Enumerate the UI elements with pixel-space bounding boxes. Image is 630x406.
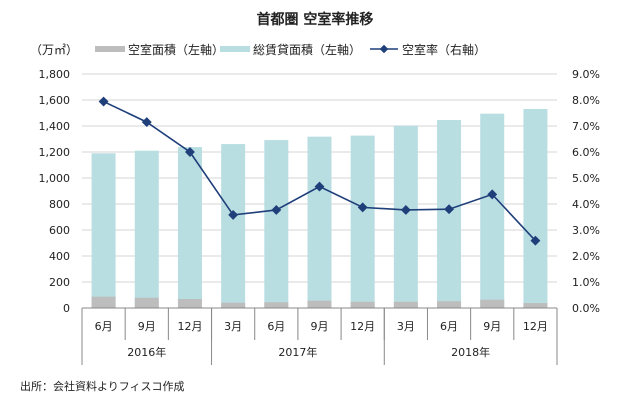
left-tick-label: 600 <box>49 224 70 237</box>
left-tick-label: 400 <box>49 250 70 263</box>
vacancy-rate-point <box>444 204 454 215</box>
bar-total-area <box>264 140 289 308</box>
right-tick-label: 4.0% <box>572 198 600 211</box>
bar-total-area <box>91 153 116 308</box>
chart-title: 首都圏 空室率推移 <box>257 11 374 28</box>
legend-swatch-vacant-area <box>95 46 125 52</box>
x-tick-label: 9月 <box>311 320 329 333</box>
year-label: 2016年 <box>127 345 166 359</box>
bar-vacant-area <box>134 297 159 308</box>
right-tick-label: 0.0% <box>572 302 600 315</box>
left-tick-label: 1,800 <box>39 68 71 81</box>
vacancy-rate-point <box>357 202 368 213</box>
vacancy-rate-point <box>530 235 541 246</box>
left-tick-label: 1,200 <box>39 146 71 159</box>
right-tick-label: 9.0% <box>572 68 600 81</box>
bar-vacant-area <box>480 299 505 308</box>
vacancy-rate-point <box>314 181 325 192</box>
vacancy-rate-point <box>271 205 282 215</box>
right-tick-label: 1.0% <box>572 276 600 289</box>
x-tick-label: 6月 <box>267 320 285 333</box>
bar-total-area <box>221 144 246 308</box>
bar-vacant-area <box>91 296 116 308</box>
right-tick-label: 6.0% <box>572 146 600 159</box>
source-note: 出所：会社資料よりフィスコ作成 <box>20 379 185 393</box>
bar-total-area <box>177 147 202 308</box>
left-tick-label: 200 <box>49 276 70 289</box>
x-tick-label: 12月 <box>523 320 548 333</box>
legend-marker-vacancy-rate <box>379 44 389 54</box>
legend-label-vacant-area: 空室面積（左軸） <box>128 42 224 57</box>
bar-vacant-area <box>221 302 246 308</box>
year-label: 2018年 <box>451 345 490 359</box>
x-tick-label: 9月 <box>483 320 501 333</box>
x-tick-label: 12月 <box>350 320 375 333</box>
right-tick-label: 7.0% <box>572 120 600 133</box>
bar-vacant-area <box>437 301 462 308</box>
left-axis-unit: （万㎡） <box>30 43 78 57</box>
vacancy-rate-point <box>98 96 109 107</box>
bar-vacant-area <box>307 300 332 308</box>
bar-total-area <box>134 150 159 308</box>
bar-vacant-area <box>523 303 548 308</box>
right-tick-label: 5.0% <box>572 172 600 185</box>
bar-vacant-area <box>393 301 418 308</box>
legend-label-vacancy-rate: 空室率（右軸） <box>402 42 486 57</box>
left-tick-label: 800 <box>49 198 70 211</box>
year-label: 2017年 <box>278 345 317 359</box>
bar-total-area <box>307 136 332 308</box>
bar-total-area <box>523 108 548 308</box>
legend-swatch-total-area <box>220 46 250 52</box>
legend: 空室面積（左軸） 総賃貸面積（左軸） 空室率（右軸） <box>95 42 486 57</box>
x-tick-label: 12月 <box>177 320 202 333</box>
vacancy-rate-point <box>185 147 195 157</box>
vacancy-rate-point <box>487 189 498 200</box>
legend-label-total-area: 総賃貸面積（左軸） <box>253 42 361 57</box>
left-tick-label: 0 <box>63 302 70 315</box>
left-tick-label: 1,400 <box>39 120 71 133</box>
vacancy-rate-point <box>228 209 239 220</box>
left-tick-label: 1,000 <box>39 172 71 185</box>
bar-total-area <box>480 113 505 309</box>
left-tick-label: 1,600 <box>39 94 71 107</box>
bar-vacant-area <box>350 301 375 308</box>
right-tick-label: 3.0% <box>572 224 600 237</box>
bar-total-area <box>350 135 375 308</box>
bar-total-area <box>393 125 418 309</box>
vacancy-rate-point <box>400 205 411 215</box>
x-tick-label: 6月 <box>440 320 458 333</box>
right-tick-label: 8.0% <box>572 94 600 107</box>
x-tick-label: 3月 <box>397 320 415 333</box>
x-tick-label: 6月 <box>95 320 113 333</box>
bar-vacant-area <box>177 299 202 308</box>
right-tick-label: 2.0% <box>572 250 600 263</box>
x-tick-label: 3月 <box>224 320 242 333</box>
bar-vacant-area <box>264 302 289 308</box>
vacancy-rate-point <box>141 117 152 128</box>
x-tick-label: 9月 <box>138 320 156 333</box>
